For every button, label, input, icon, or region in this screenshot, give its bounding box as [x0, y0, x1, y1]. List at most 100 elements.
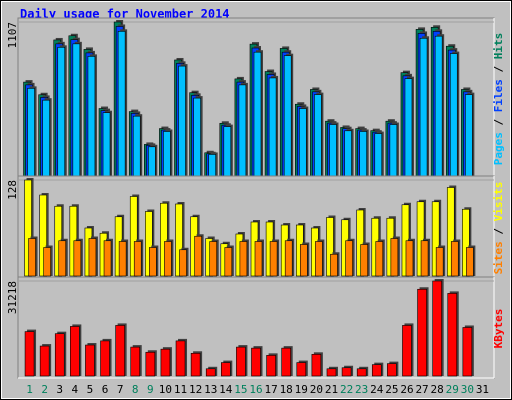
x-tick-label: 28	[431, 383, 444, 396]
x-tick-label: 2	[41, 383, 48, 396]
bar	[359, 131, 367, 177]
bar	[387, 363, 397, 377]
x-tick-label: 7	[117, 383, 124, 396]
bar	[163, 131, 171, 177]
bar	[330, 253, 338, 277]
bar	[268, 77, 277, 177]
bar	[100, 340, 110, 377]
bar	[209, 241, 218, 277]
bar	[284, 240, 293, 277]
bar	[298, 108, 307, 177]
legend-entry: Pages	[492, 132, 505, 165]
bar	[239, 241, 248, 277]
bar	[420, 240, 429, 277]
x-tick-label: 27	[415, 383, 428, 396]
legend-separator: /	[492, 221, 505, 241]
x-tick-label: 12	[189, 383, 202, 396]
bar	[145, 351, 156, 377]
bar	[145, 211, 153, 277]
x-tick-label: 17	[264, 383, 277, 396]
bar	[281, 347, 291, 377]
bar	[73, 240, 82, 277]
bar	[345, 240, 353, 277]
bar	[238, 84, 247, 177]
bar	[449, 53, 458, 177]
bar	[326, 217, 334, 277]
y-tick-label: 1107	[6, 22, 19, 49]
x-tick-label: 14	[219, 383, 233, 396]
bar	[360, 244, 368, 277]
legend: Sites / Visits	[492, 182, 505, 275]
bar	[85, 344, 95, 377]
bar	[72, 43, 81, 177]
bar	[115, 325, 125, 377]
bar	[266, 355, 276, 377]
bar	[39, 345, 50, 377]
legend-entry: KBytes	[492, 309, 505, 349]
legend: KBytes	[492, 309, 505, 349]
y-tick-label: 128	[6, 180, 19, 200]
bar	[356, 368, 367, 377]
bar	[236, 346, 246, 377]
bar	[389, 124, 398, 177]
bar	[58, 240, 67, 277]
bar	[465, 94, 473, 177]
bar	[175, 203, 183, 277]
bar	[254, 241, 263, 277]
bar	[164, 241, 172, 277]
x-tick-label: 25	[385, 383, 398, 396]
x-tick-label: 4	[72, 383, 79, 396]
bar	[54, 333, 65, 377]
bar	[193, 97, 201, 177]
x-tick-label: 9	[147, 383, 154, 396]
x-tick-label: 21	[325, 383, 338, 396]
bar	[178, 65, 186, 177]
bar	[375, 241, 384, 277]
legend: Pages / Files / Hits	[492, 33, 505, 166]
x-tick-label: 11	[174, 383, 187, 396]
x-tick-label: 16	[249, 383, 262, 396]
bar	[447, 293, 458, 377]
legend-entry: Visits	[492, 182, 505, 222]
bar	[88, 238, 97, 277]
bar	[329, 124, 337, 177]
bar	[102, 112, 111, 177]
bar	[419, 37, 428, 177]
bar	[118, 241, 127, 277]
bar	[446, 187, 455, 277]
x-tick-label: 23	[355, 383, 368, 396]
x-tick-label: 3	[56, 383, 63, 396]
bar	[24, 179, 32, 277]
x-tick-label: 24	[370, 383, 384, 396]
bar	[296, 362, 307, 377]
bar	[175, 340, 186, 377]
x-tick-label: 6	[102, 383, 109, 396]
bar	[194, 235, 202, 277]
bar	[402, 325, 412, 377]
bar	[462, 327, 473, 377]
bar	[311, 354, 322, 377]
bar	[432, 280, 442, 377]
bar	[374, 133, 383, 177]
x-tick-label: 18	[280, 383, 293, 396]
bar	[466, 247, 474, 277]
bar	[70, 326, 80, 377]
x-tick-label: 26	[400, 383, 413, 396]
bar	[450, 241, 459, 277]
bar	[326, 368, 337, 377]
bar	[149, 247, 157, 277]
legend-entry: Files	[492, 79, 505, 112]
bar	[148, 146, 156, 177]
x-tick-label: 19	[295, 383, 308, 396]
bar	[221, 362, 231, 377]
bar	[434, 35, 443, 177]
bar	[87, 56, 96, 177]
bar	[205, 368, 216, 377]
legend-entry: Hits	[492, 33, 505, 60]
bar	[344, 130, 352, 177]
bar	[28, 238, 36, 277]
legend-separator: /	[492, 112, 505, 132]
